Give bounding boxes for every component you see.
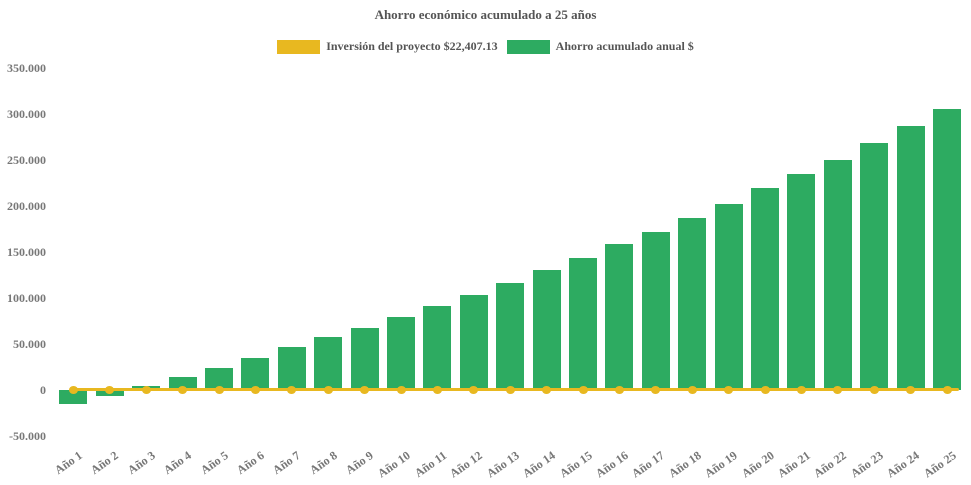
investment-line-point: [323, 385, 333, 394]
x-axis-tick-label: Año 13: [483, 448, 522, 481]
bar-año-9: [350, 327, 379, 390]
y-axis-tick-label: 50.000: [13, 336, 46, 351]
bar-año-19: [714, 203, 743, 390]
bar-año-10: [387, 316, 415, 390]
bar-año-25: [933, 108, 961, 390]
bar-año-13: [496, 283, 525, 390]
bar-año-17: [641, 232, 670, 390]
x-axis-tick-label: Año 14: [520, 448, 559, 481]
legend-swatch-investment: [277, 39, 321, 54]
x-axis-tick-label: Año 8: [306, 448, 340, 478]
bar-año-21: [787, 174, 816, 390]
x-axis-tick-label: Año 5: [197, 448, 231, 478]
x-axis-tick-label: Año 24: [884, 448, 923, 481]
legend-swatch-savings: [506, 39, 550, 54]
bar-año-7: [277, 347, 306, 390]
bar-año-12: [459, 294, 488, 390]
bar-año-6: [241, 357, 270, 390]
y-axis-tick-label: 250.000: [7, 152, 46, 167]
investment-line-point: [141, 385, 151, 394]
bar-año-20: [751, 188, 779, 390]
investment-line-point: [542, 385, 552, 394]
investment-line-point: [578, 385, 588, 394]
investment-line-point: [869, 385, 879, 394]
y-axis-tick-label: 350.000: [7, 60, 46, 75]
x-axis-tick-label: Año 21: [775, 448, 813, 481]
x-axis-tick-label: Año 16: [593, 448, 631, 481]
x-axis-tick-label: Año 22: [811, 448, 850, 481]
x-axis-tick-label: Año 20: [738, 448, 777, 481]
legend: Inversión del proyecto $22,407.13 Ahorro…: [0, 39, 971, 54]
x-axis-tick-label: Año 11: [411, 448, 449, 481]
investment-line-point: [396, 385, 406, 394]
x-axis-tick-label: Año 18: [665, 448, 704, 481]
x-axis-tick-label: Año 7: [270, 448, 304, 478]
x-axis-tick-label: Año 12: [447, 448, 486, 481]
investment-line-point: [214, 385, 224, 394]
x-axis-tick-label: Año 19: [702, 448, 741, 481]
investment-line-point: [287, 385, 297, 394]
x-axis-tick-label: Año 25: [920, 448, 959, 481]
investment-line-point: [760, 385, 770, 394]
investment-line-point: [469, 385, 479, 394]
investment-line-point: [906, 385, 916, 394]
x-axis-tick-label: Año 9: [343, 448, 377, 478]
y-axis-tick-label: 200.000: [7, 198, 46, 213]
bar-año-24: [896, 126, 925, 390]
legend-item-investment[interactable]: Inversión del proyecto $22,407.13: [277, 39, 498, 54]
y-axis-tick-label: 150.000: [7, 244, 46, 259]
bar-año-5: [205, 368, 233, 390]
investment-line-point: [614, 385, 624, 394]
investment-line-point: [651, 385, 661, 394]
x-axis-tick-label: Año 2: [88, 448, 122, 478]
bar-año-11: [423, 306, 452, 390]
investment-line-point: [432, 385, 442, 394]
investment-line-point: [724, 385, 734, 394]
investment-line-point: [360, 385, 370, 394]
investment-line-point: [178, 385, 188, 394]
x-axis-tick-label: Año 23: [847, 448, 886, 481]
bar-año-18: [678, 217, 707, 390]
x-axis-tick-label: Año 10: [374, 448, 413, 481]
investment-line-point: [796, 385, 806, 394]
bar-año-22: [823, 159, 852, 390]
bar-año-1: [59, 389, 88, 405]
investment-line-point: [68, 385, 78, 394]
investment-line-point: [505, 385, 515, 394]
bar-año-14: [532, 270, 561, 390]
investment-line-point: [687, 385, 697, 394]
legend-label-savings: Ahorro acumulado anual $: [555, 39, 694, 53]
x-axis-tick-label: Año 15: [556, 448, 595, 481]
x-axis-tick-label: Año 6: [233, 448, 267, 478]
bar-año-15: [569, 258, 597, 390]
y-axis-tick-label: 0: [40, 382, 46, 397]
x-axis-tick-label: Año 3: [124, 448, 158, 478]
investment-line-point: [105, 385, 115, 394]
bar-año-23: [860, 142, 889, 390]
bar-año-16: [605, 244, 634, 390]
investment-line-point: [942, 385, 952, 394]
legend-item-savings[interactable]: Ahorro acumulado anual $: [506, 39, 694, 54]
investment-line-point: [250, 385, 260, 394]
y-axis-tick-label: -50.000: [9, 429, 46, 443]
x-axis-tick-label: Año 17: [629, 448, 668, 481]
chart-title: Ahorro económico acumulado a 25 años: [374, 7, 597, 22]
bar-año-4: [168, 377, 197, 390]
y-axis-tick-label: 100.000: [7, 290, 46, 305]
y-axis-tick-label: 300.000: [7, 106, 46, 121]
legend-label-investment: Inversión del proyecto $22,407.13: [326, 39, 498, 53]
investment-line-point: [833, 385, 843, 394]
x-axis-tick-label: Año 1: [51, 448, 85, 478]
bar-año-8: [314, 337, 343, 390]
x-axis-tick-label: Año 4: [161, 448, 195, 478]
